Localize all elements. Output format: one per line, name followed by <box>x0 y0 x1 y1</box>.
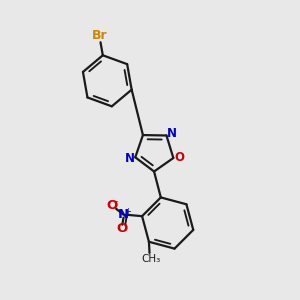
Text: Br: Br <box>92 29 108 42</box>
Text: O: O <box>117 222 128 235</box>
Text: O: O <box>106 199 117 212</box>
Text: N: N <box>125 152 135 165</box>
Text: N: N <box>118 208 129 221</box>
Text: -: - <box>114 196 118 206</box>
Text: N: N <box>167 127 177 140</box>
Text: +: + <box>124 207 131 216</box>
Text: O: O <box>174 151 184 164</box>
Text: CH₃: CH₃ <box>141 254 160 264</box>
